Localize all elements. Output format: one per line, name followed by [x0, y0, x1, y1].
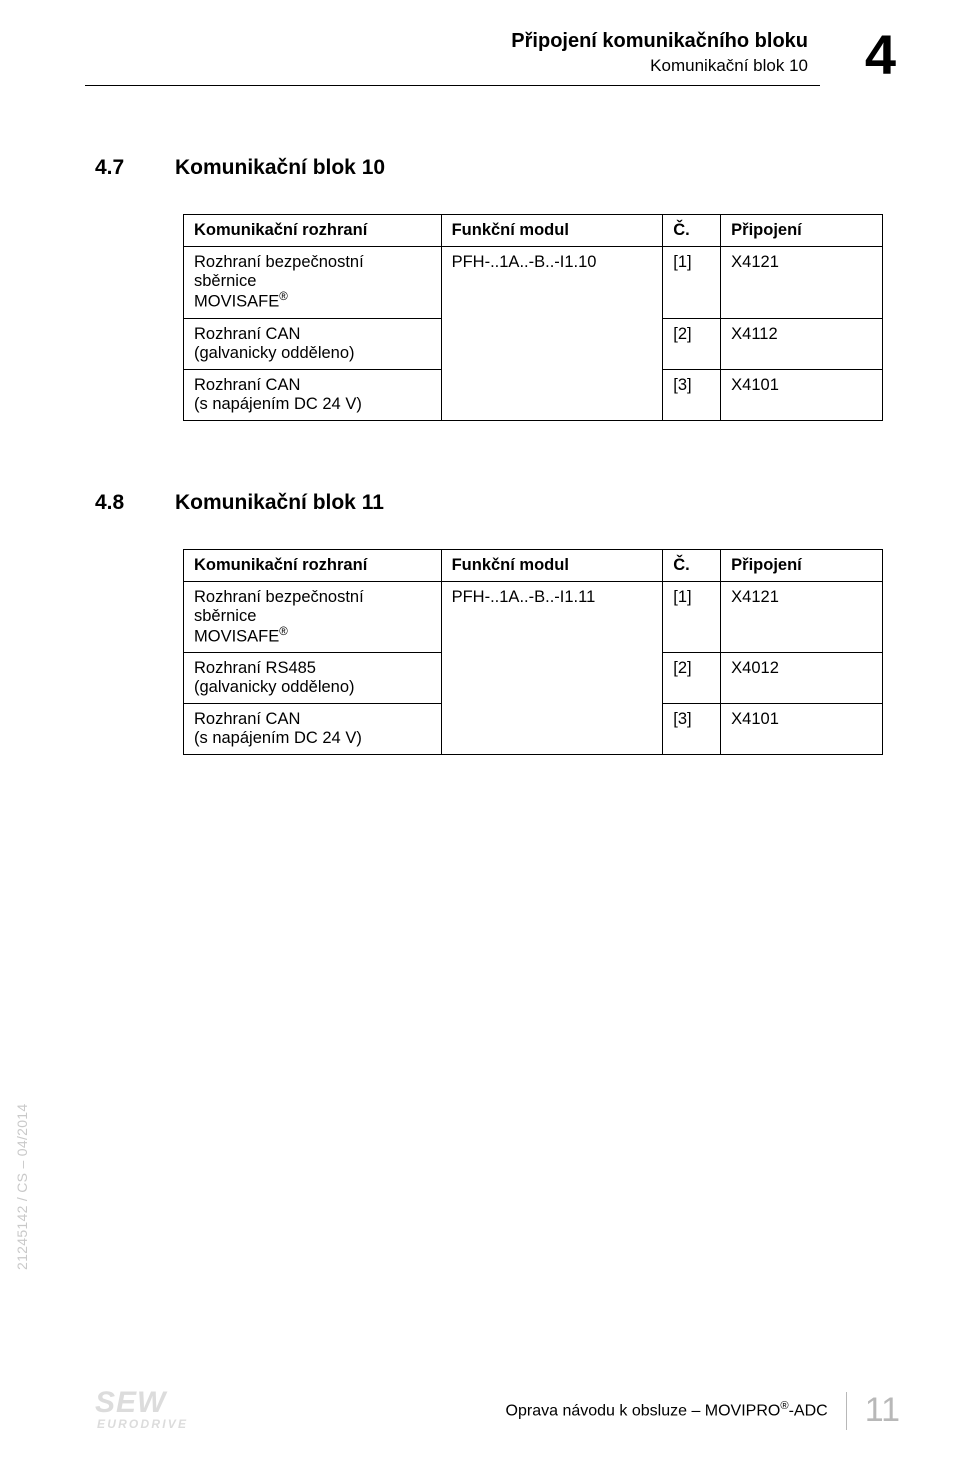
footer-text: Oprava návodu k obsluze – MOVIPRO®-ADC — [506, 1400, 828, 1420]
cell-conn: X4112 — [721, 318, 883, 369]
footer-text-prefix: Oprava návodu k obsluze – MOVIPRO — [506, 1403, 781, 1420]
cell-interface: Rozhraní CAN(galvanicky odděleno) — [184, 318, 442, 369]
section-number: 4.8 — [95, 491, 175, 515]
th-module: Funkční modul — [441, 215, 663, 247]
section-number: 4.7 — [95, 156, 175, 180]
cell-conn: X4101 — [721, 369, 883, 420]
cell-text: Rozhraní bezpečnostní sběrnice — [194, 253, 364, 290]
footer-right: Oprava návodu k obsluze – MOVIPRO®-ADC 1… — [506, 1391, 900, 1430]
footer-divider — [846, 1392, 847, 1430]
sew-logo: SEW EURODRIVE — [95, 1388, 188, 1430]
cell-text: (s napájením DC 24 V) — [194, 729, 362, 747]
cell-text: Rozhraní CAN — [194, 325, 300, 343]
cell-num: [1] — [663, 581, 721, 653]
cell-text: Rozhraní bezpečnostní sběrnice — [194, 588, 364, 625]
th-connection: Připojení — [721, 215, 883, 247]
page-number: 11 — [865, 1391, 900, 1430]
th-interface: Komunikační rozhraní — [184, 549, 442, 581]
cell-text: Rozhraní CAN — [194, 710, 300, 728]
cell-conn: X4012 — [721, 653, 883, 704]
cell-conn: X4121 — [721, 247, 883, 319]
table-47: Komunikační rozhraní Funkční modul Č. Př… — [183, 214, 883, 421]
section-title: Komunikační blok 10 — [175, 156, 385, 179]
section-heading-47: 4.7Komunikační blok 10 — [95, 156, 890, 180]
logo-top-text: SEW — [95, 1388, 188, 1418]
cell-text: Rozhraní RS485 — [194, 659, 316, 677]
cell-interface: Rozhraní CAN(s napájením DC 24 V) — [184, 369, 442, 420]
cell-text: MOVISAFE — [194, 293, 279, 311]
table-row: Rozhraní bezpečnostní sběrniceMOVISAFE® … — [184, 581, 883, 653]
section-heading-48: 4.8Komunikační blok 11 — [95, 491, 890, 515]
cell-num: [1] — [663, 247, 721, 319]
th-connection: Připojení — [721, 549, 883, 581]
cell-text: Rozhraní CAN — [194, 376, 300, 394]
cell-conn: X4121 — [721, 581, 883, 653]
registered-icon: ® — [279, 626, 288, 638]
registered-icon: ® — [780, 1400, 788, 1412]
th-interface: Komunikační rozhraní — [184, 215, 442, 247]
table-row: Rozhraní bezpečnostní sběrniceMOVISAFE® … — [184, 247, 883, 319]
header-subtitle: Komunikační blok 10 — [95, 56, 808, 76]
cell-interface: Rozhraní bezpečnostní sběrnice MOVISAFE® — [184, 581, 442, 653]
cell-text: (s napájením DC 24 V) — [194, 395, 362, 413]
table-48: Komunikační rozhraní Funkční modul Č. Př… — [183, 549, 883, 756]
cell-module: PFH-..1A..-B..-I1.11 — [441, 581, 663, 755]
th-number: Č. — [663, 549, 721, 581]
th-module: Funkční modul — [441, 549, 663, 581]
page-header: Připojení komunikačního bloku Komunikačn… — [95, 30, 890, 86]
cell-num: [2] — [663, 653, 721, 704]
cell-text: MOVISAFE — [194, 627, 279, 645]
cell-num: [3] — [663, 704, 721, 755]
footer-text-suffix: -ADC — [789, 1403, 828, 1420]
cell-text: (galvanicky odděleno) — [194, 678, 355, 696]
cell-num: [3] — [663, 369, 721, 420]
chapter-number: 4 — [865, 22, 896, 87]
section-title: Komunikační blok 11 — [175, 491, 384, 514]
cell-interface: Rozhraní bezpečnostní sběrnice MOVISAFE® — [184, 247, 442, 319]
registered-icon: ® — [279, 291, 288, 303]
logo-bottom-text: EURODRIVE — [97, 1418, 188, 1430]
cell-text: (galvanicky odděleno) — [194, 344, 355, 362]
header-rule — [85, 85, 820, 86]
table-header-row: Komunikační rozhraní Funkční modul Č. Př… — [184, 549, 883, 581]
cell-interface: Rozhraní CAN(s napájením DC 24 V) — [184, 704, 442, 755]
cell-interface: Rozhraní RS485(galvanicky odděleno) — [184, 653, 442, 704]
th-number: Č. — [663, 215, 721, 247]
header-title: Připojení komunikačního bloku — [95, 30, 808, 53]
cell-conn: X4101 — [721, 704, 883, 755]
document-id-sideways: 21245142 / CS – 04/2014 — [14, 1104, 30, 1270]
table-header-row: Komunikační rozhraní Funkční modul Č. Př… — [184, 215, 883, 247]
cell-num: [2] — [663, 318, 721, 369]
cell-module: PFH-..1A..-B..-I1.10 — [441, 247, 663, 421]
